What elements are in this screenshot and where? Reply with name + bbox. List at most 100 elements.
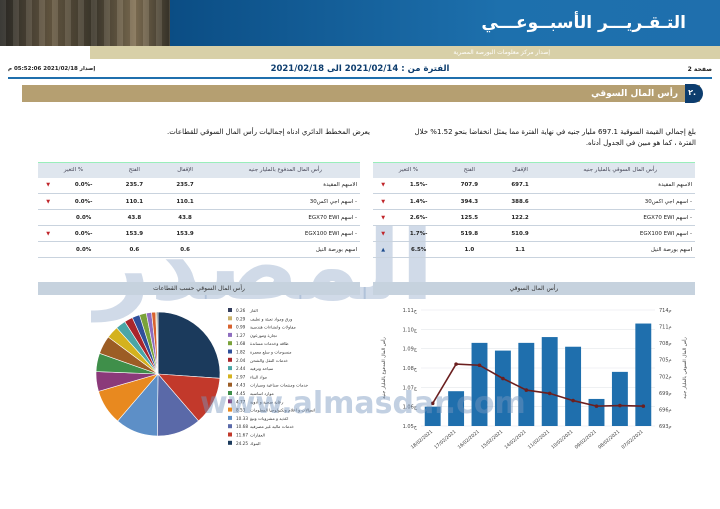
section-title: رأس المال السوقي [591,88,678,99]
legend-value: 10.68 [236,424,248,429]
close-value: 510.9 [494,225,546,242]
change-value: 0.0% [58,209,110,226]
header-banner: التـقـريـــر الأسبــوعـــي [0,0,720,46]
legend-value: 0.26 [236,308,246,313]
x-tick: 08/02/2021 [597,429,621,451]
col-header: الفتح [109,162,160,178]
row-name: - اسهم EGX70 EWI [545,209,695,226]
close-value: 388.6 [494,193,546,210]
legend-label: موارد اساسية [250,391,274,396]
x-tick: 10/02/2021 [550,429,574,451]
legend-value: 10.33 [236,416,248,421]
pie-slice [156,311,159,375]
x-tick: 16/02/2021 [457,429,481,451]
legend-label: منسوجات و سلع معمرة [250,350,292,355]
header-photo [0,0,170,46]
x-tick: 18/02/2021 [410,429,434,451]
legend-label: تجارة وموزعون [250,333,278,338]
y-right-tick: 696م [659,407,672,413]
y-left-tick: 1.06ج [403,405,418,411]
table-row: - اسهم EGX70 EWI 122.2 125.5 -2.6% ▼ [373,209,695,226]
report-title: التـقـريـــر الأسبــوعـــي [481,13,686,33]
pie-slice [157,311,221,379]
legend-swatch [228,316,232,321]
legend-value: 8.53 [236,408,246,413]
legend-value: 1.27 [236,333,246,338]
change-value: -2.6% [393,209,445,226]
y-left-tick: 1.05ج [403,424,418,430]
line-point [641,404,646,408]
bar [494,350,511,426]
table-row: الاسهم المقيدة 697.1 707.9 -1.5% ▼ [373,177,695,194]
line-point [594,404,599,408]
close-value: 43.8 [159,209,211,226]
table-row: - اسهم اجي اكس30 110.1 110.1 -0.0% ▼ [38,193,360,210]
table-row: - اسهم EGX100 EWI 153.9 153.9 -0.0% ▼ [38,225,360,242]
open-value: 235.7 [109,177,160,194]
line-point [501,376,505,381]
col-header: الإقفال [159,162,211,178]
col-header: % التغير [38,162,110,178]
change-value: -1.5% [393,177,445,194]
col-header: رأس المال السوقي بالمليار جنيه [545,162,695,178]
legend-label: البنوك [250,441,261,446]
y-left-tick: 1.07ج [403,385,418,391]
row-name: الاسهم المقيدة [210,177,360,194]
bar [471,342,488,426]
row-name: - اسهم EGX100 EWI [210,225,360,242]
meta-divider [8,77,712,79]
legend-swatch [228,432,232,437]
y-right-tick: 711م [659,325,672,331]
legend-swatch [228,424,232,429]
change-value: -1.7% [393,225,445,242]
row-name: اسهم بورصة النيل [210,241,360,258]
table-row: الاسهم المقيدة 235.7 235.7 -0.0% ▼ [38,177,360,194]
paid-capital-table: رأس المال المدفوع بالمليار جنيه الإقفال … [38,162,360,258]
table-row: اسهم بورصة النيل 1.1 1.0 6.5% ▲ [373,241,695,258]
line-point [547,391,552,396]
x-tick: 17/02/2021 [433,429,457,451]
x-tick: 09/02/2021 [574,429,598,451]
legend-value: 2.44 [236,366,246,371]
legend-label: الغاز [249,308,258,313]
legend-value: 0.99 [236,325,246,330]
legend-label: خدمات مالية غير مصرفية [250,424,294,429]
legend-value: 11.67 [236,433,248,438]
publisher-label: إصدار مركز معلومات البورصة المصرية [453,49,550,56]
table-row: - اسهم EGX70 EWI 43.8 43.8 0.0% [38,209,360,226]
row-name: - اسهم EGX100 EWI [545,225,695,242]
row-name: - اسهم اجي اكس30 [210,193,360,210]
col-header: الفتح [444,162,495,178]
close-value: 0.6 [159,241,211,258]
header-band: التـقـريـــر الأسبــوعـــي [170,0,720,46]
series-line [432,363,644,407]
y-left-tick: 1.11ج [403,308,418,314]
bar [424,406,441,426]
open-value: 394.3 [444,193,495,210]
y-right-label: رأس المال السوقي بالمليار جنيه [681,337,688,399]
open-value: 125.5 [444,209,495,226]
legend-value: 4.77 [236,399,246,404]
bar [611,371,628,426]
arrow-down-icon: ▼ [373,193,394,210]
arrow-down-icon: ▼ [38,177,59,194]
arrow-up-icon: ▲ [373,241,394,258]
table-row: - اسهم EGX100 EWI 510.9 519.8 -1.7% ▼ [373,225,695,242]
legend-swatch [228,399,232,404]
header-substrip: إصدار مركز معلومات البورصة المصرية [0,46,720,59]
close-value: 122.2 [494,209,546,226]
col-header: % التغير [373,162,445,178]
change-value: -1.4% [393,193,445,210]
legend-value: 0.29 [236,316,246,321]
meta-row: إصدار 2021/02/18 05:52:06 م الفترة من : … [8,62,712,76]
legend-swatch [228,357,232,362]
arrow-down-icon: ▼ [373,209,394,226]
y-left-tick: 1.09ج [403,347,418,353]
open-value: 707.9 [444,177,495,194]
section-number: ٢. [688,88,696,97]
market-cap-summary: بلغ إجمالي القيمة السوقية 697.1 مليار جن… [414,128,696,147]
open-value: 110.1 [109,193,160,210]
y-left-tick: 1.10ج [403,327,418,333]
legend-label: مواد البناء [250,374,267,379]
pie-chart-header: رأس المال السوقي حسب القطاعات [38,282,360,295]
